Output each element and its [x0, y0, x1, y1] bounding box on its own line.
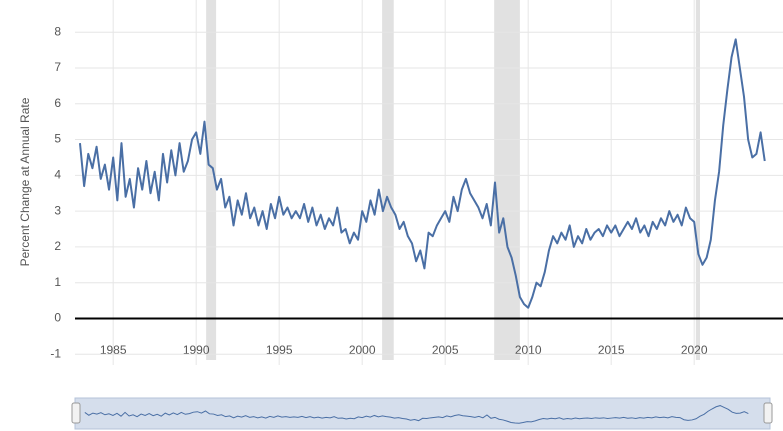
y-tick-label: 1	[54, 275, 61, 289]
x-tick-label: 1985	[100, 343, 127, 357]
series-line	[78, 38, 766, 309]
y-tick-label: 8	[54, 24, 61, 38]
x-tick-label: 2010	[515, 343, 542, 357]
recession-band	[494, 0, 520, 360]
y-tick-label: -1	[50, 346, 61, 360]
x-tick-label: 1995	[266, 343, 293, 357]
navigator-handle-left[interactable]	[71, 402, 81, 424]
x-tick-label: 2005	[432, 343, 459, 357]
y-axis-label: Percent Change at Annual Rate	[18, 97, 32, 266]
y-tick-label: 5	[54, 132, 61, 146]
navigator-handle-right[interactable]	[763, 402, 773, 424]
y-tick-label: 2	[54, 239, 61, 253]
y-tick-label: 7	[54, 60, 61, 74]
recession-band	[695, 0, 700, 360]
y-tick-label: 4	[54, 168, 61, 182]
x-tick-label: 2000	[349, 343, 376, 357]
recession-band	[206, 0, 217, 360]
x-tick-label: 2015	[598, 343, 625, 357]
navigator-line	[84, 405, 749, 424]
recession-band	[382, 0, 394, 360]
y-tick-label: 3	[54, 203, 61, 217]
x-tick-label: 1990	[183, 343, 210, 357]
y-tick-label: 0	[54, 311, 61, 325]
x-tick-label: 2020	[681, 343, 708, 357]
y-tick-label: 6	[54, 96, 61, 110]
